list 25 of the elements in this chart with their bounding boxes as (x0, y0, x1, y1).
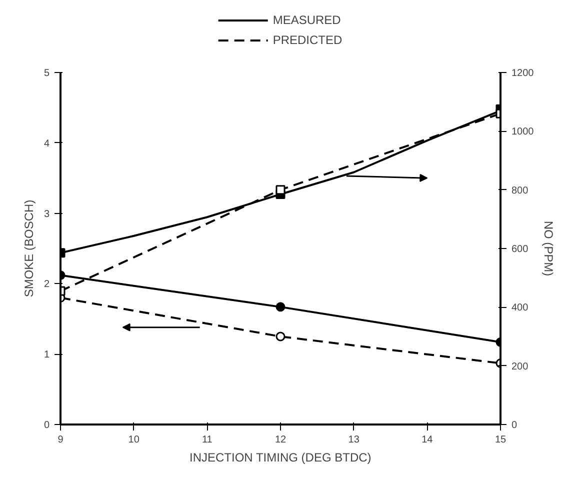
legend-label: PREDICTED (272, 33, 342, 47)
x-tick-label: 12 (274, 434, 286, 446)
y2-tick-label: 600 (512, 244, 529, 255)
x-tick-label: 10 (128, 434, 140, 446)
legend-label: MEASURED (272, 13, 341, 27)
y-tick-label: 1 (44, 350, 50, 361)
y2-tick-label: 800 (512, 185, 529, 196)
y2-axis-title: NO (PPM) (542, 220, 556, 276)
y-tick-label: 5 (44, 68, 50, 79)
y-axis-title: SMOKE (BOSCH) (22, 200, 36, 298)
y-tick-label: 0 (44, 420, 50, 431)
x-axis-title: INJECTION TIMING (DEG BTDC) (190, 450, 372, 464)
y-tick-label: 2 (44, 279, 50, 290)
x-tick-label: 11 (202, 434, 213, 446)
x-tick-label: 15 (494, 434, 506, 446)
x-tick-label: 13 (348, 434, 360, 446)
y-tick-label: 4 (44, 138, 50, 150)
y2-tick-label: 0 (512, 420, 518, 431)
y-tick-label: 3 (44, 208, 50, 220)
x-tick-label: 9 (58, 434, 64, 446)
y2-tick-label: 1200 (512, 68, 534, 79)
x-tick-label: 14 (422, 434, 434, 446)
y2-tick-label: 200 (512, 361, 529, 372)
y2-tick-label: 400 (512, 302, 529, 314)
y2-tick-label: 1000 (512, 126, 534, 138)
